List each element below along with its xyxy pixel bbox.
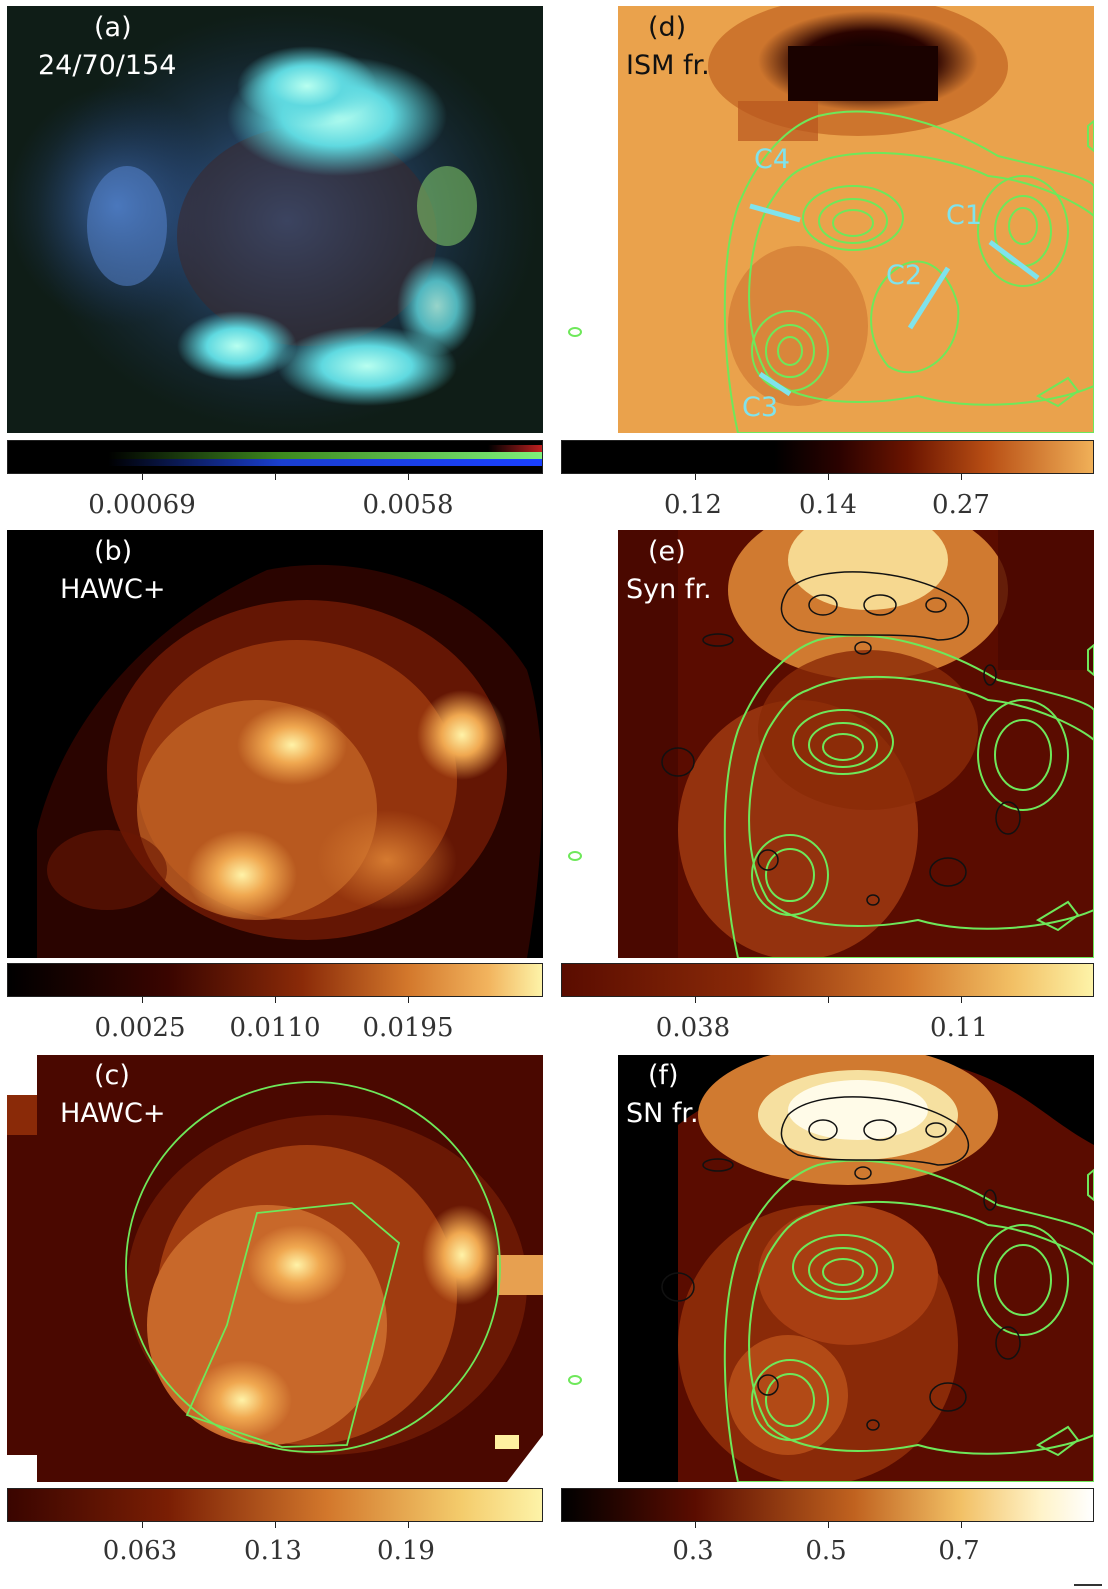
panel-f-image	[618, 1055, 1094, 1482]
panel-d-tick-3	[961, 474, 962, 480]
panel-b-colorbar	[7, 963, 543, 997]
panel-b-tick-1	[142, 997, 143, 1003]
panel-e-tick-3	[961, 997, 962, 1003]
panel-b-tick-label-3: 0.0195	[362, 1013, 454, 1043]
region-label-c1: C1	[946, 200, 983, 231]
panel-e-tick-2	[828, 997, 829, 1003]
panel-c-tick-label-3: 0.19	[377, 1536, 435, 1566]
panel-c-sublabel: HAWC+	[60, 1098, 166, 1129]
panel-d-edge-contour	[568, 327, 582, 337]
panel-f-tick-label-3: 0.7	[938, 1536, 980, 1566]
panel-c-label: (c)	[94, 1060, 130, 1091]
panel-d-colorbar	[561, 440, 1094, 474]
panel-a-tick-label-2: 0.0058	[362, 490, 454, 520]
panel-f-tick-label-2: 0.5	[805, 1536, 847, 1566]
region-label-c3: C3	[742, 392, 779, 423]
panel-d-tick-2	[828, 474, 829, 480]
panel-a-label: (a)	[94, 12, 132, 43]
panel-b-tick-label-2: 0.0110	[229, 1013, 321, 1043]
panel-e-colorbar	[561, 963, 1094, 997]
panel-a-colorbar	[7, 440, 543, 474]
panel-a-tick-2	[275, 474, 276, 480]
panel-b-image	[7, 530, 543, 958]
region-label-c2: C2	[886, 260, 923, 291]
panel-a-image	[7, 6, 543, 433]
panel-c-tick-label-1: 0.063	[102, 1536, 178, 1566]
panel-f-tick-1	[695, 1522, 696, 1528]
panel-d-tick-label-1: 0.12	[664, 490, 722, 520]
panel-d-tick-label-3: 0.27	[932, 490, 990, 520]
panel-c-tick-1	[142, 1522, 143, 1528]
panel-b-tick-3	[408, 997, 409, 1003]
panel-d-image	[618, 6, 1094, 433]
panel-e-image	[618, 530, 1094, 958]
panel-a-tick-1	[142, 474, 143, 480]
panel-f-tick-2	[828, 1522, 829, 1528]
panel-b-label: (b)	[94, 536, 133, 567]
panel-a-sublabel: 24/70/154	[38, 50, 177, 81]
panel-b-tick-label-1: 0.0025	[94, 1013, 186, 1043]
panel-f-colorbar	[561, 1488, 1094, 1522]
panel-e-tick-label-1: 0.038	[655, 1013, 731, 1043]
region-label-c4: C4	[754, 144, 791, 175]
panel-d-tick-label-2: 0.14	[799, 490, 857, 520]
panel-c-tick-2	[275, 1522, 276, 1528]
panel-a-tick-3	[408, 474, 409, 480]
panel-f-tick-3	[961, 1522, 962, 1528]
panel-c-tick-label-2: 0.13	[244, 1536, 302, 1566]
panel-d-tick-1	[695, 474, 696, 480]
panel-f-tick-label-1: 0.3	[672, 1536, 714, 1566]
panel-d-sublabel: ISM fr.	[626, 50, 710, 81]
corner-dash	[1074, 1584, 1102, 1586]
panel-c-tick-3	[408, 1522, 409, 1528]
panel-b-sublabel: HAWC+	[60, 574, 166, 605]
panel-e-label: (e)	[648, 536, 686, 567]
panel-a-tick-label-1: 0.00069	[88, 490, 196, 520]
panel-d-label: (d)	[648, 12, 687, 43]
panel-c-image	[7, 1055, 543, 1482]
panel-f-edge-contour	[568, 1375, 582, 1385]
panel-e-tick-1	[695, 997, 696, 1003]
panel-e-sublabel: Syn fr.	[626, 574, 712, 605]
panel-c-colorbar	[7, 1488, 543, 1522]
panel-b-tick-2	[275, 997, 276, 1003]
panel-f-sublabel: SN fr.	[626, 1098, 699, 1129]
panel-f-label: (f)	[648, 1060, 679, 1091]
panel-e-edge-contour	[568, 851, 582, 861]
panel-e-tick-label-2: 0.11	[930, 1013, 988, 1043]
